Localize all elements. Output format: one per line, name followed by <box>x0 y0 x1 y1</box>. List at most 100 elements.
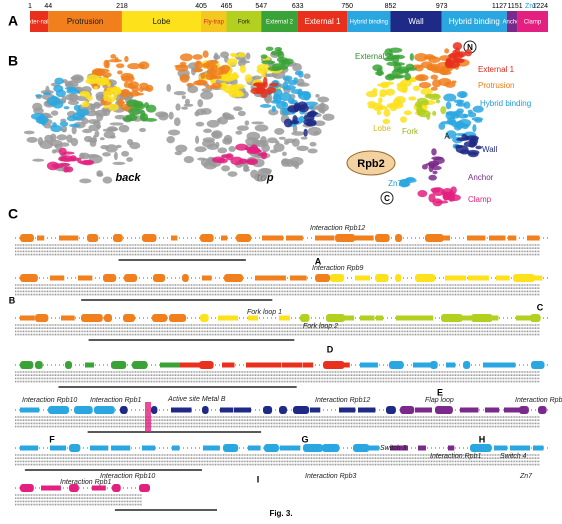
structure-element <box>65 166 74 173</box>
structure-element <box>35 94 43 98</box>
domain-label: Fly-trap <box>204 20 225 26</box>
secondary-structure <box>413 362 434 368</box>
structure-element <box>50 125 63 133</box>
secondary-structure <box>123 314 135 322</box>
domain-label: Exter-nal 1 <box>25 20 55 26</box>
structure-element <box>253 173 267 182</box>
secondary-structure <box>172 445 180 451</box>
secondary-structure <box>519 406 529 414</box>
structure-element <box>257 88 268 93</box>
secondary-structure <box>412 315 434 321</box>
secondary-structure <box>360 362 378 368</box>
structure-element <box>430 74 439 80</box>
secondary-structure <box>94 406 115 414</box>
structure-element <box>296 78 305 86</box>
structure-element <box>376 83 388 87</box>
annotation: Interaction Rpb10 <box>100 473 155 480</box>
structure-element <box>115 63 125 69</box>
secondary-structure <box>470 444 492 452</box>
structure-element <box>86 154 99 158</box>
secondary-structure <box>124 274 138 282</box>
secondary-structure <box>293 406 310 414</box>
secondary-structure <box>375 274 389 282</box>
zn-label: Zn7 <box>525 3 537 10</box>
secondary-structure <box>111 361 127 369</box>
structure-element <box>76 108 90 117</box>
secondary-structure <box>463 361 471 369</box>
secondary-structure <box>527 235 540 241</box>
domain-segment <box>48 11 122 32</box>
section-letter: D <box>327 344 334 354</box>
structure-element <box>432 170 438 175</box>
secondary-structure <box>375 234 390 242</box>
structure-element <box>393 62 402 71</box>
secondary-structure <box>415 274 436 282</box>
structure-element <box>168 111 174 120</box>
domain-label: External 2 <box>266 20 294 26</box>
structure-element <box>444 48 450 54</box>
structure-element <box>383 108 391 117</box>
secondary-structure <box>280 445 301 451</box>
domain-label: Anchor <box>502 20 521 26</box>
structure-element <box>458 119 472 127</box>
boundary-label: 405 <box>195 3 207 10</box>
secondary-structure <box>395 234 403 242</box>
secondary-structure <box>513 274 535 282</box>
structure-element <box>307 148 318 154</box>
secondary-structure <box>35 314 49 322</box>
structure-label: A <box>444 132 450 141</box>
structure-element <box>143 102 150 109</box>
structure-element <box>461 133 468 140</box>
structure-element <box>418 81 432 89</box>
structure-element <box>123 81 130 88</box>
structure-element <box>239 64 246 74</box>
structure-element <box>106 96 116 103</box>
secondary-structure <box>534 275 543 281</box>
structure-element <box>459 91 467 99</box>
annotation: Active site Metal B <box>167 396 226 403</box>
boundary-label: 465 <box>221 3 233 10</box>
structure-element <box>238 52 246 58</box>
structure-element <box>443 93 457 102</box>
secondary-structure <box>504 362 516 368</box>
structure-element <box>58 156 69 162</box>
secondary-structure <box>471 314 493 322</box>
structure-element <box>245 159 256 164</box>
domain-segment <box>297 11 348 32</box>
secondary-structure <box>443 235 451 241</box>
structure-element <box>307 105 315 110</box>
structure-element <box>237 110 246 117</box>
secondary-structure <box>339 407 356 413</box>
structure-element <box>118 124 130 133</box>
secondary-structure <box>220 407 234 413</box>
structure-element <box>430 187 441 193</box>
structure-element <box>87 119 100 124</box>
structure-element <box>472 124 477 133</box>
structure-element <box>121 88 130 94</box>
domain-segment <box>121 11 202 32</box>
structure-element <box>212 156 226 163</box>
structure-element <box>322 113 335 121</box>
annotation: Interaction Rpb12 <box>310 225 365 232</box>
structure-element <box>425 162 439 166</box>
secondary-structure <box>263 406 273 414</box>
secondary-structure <box>286 235 303 241</box>
annotation: Zn7 <box>519 473 533 480</box>
structure-element <box>93 86 99 90</box>
secondary-structure <box>483 362 505 368</box>
structure-element <box>432 79 442 88</box>
structure-element <box>275 65 288 70</box>
structure-element <box>454 144 464 149</box>
structure-element <box>79 90 90 97</box>
structure-element <box>445 101 452 110</box>
structure-element <box>283 118 293 128</box>
annotation: Flap loop <box>425 397 454 404</box>
structure-element <box>79 178 92 184</box>
structure-element <box>192 54 203 60</box>
structure-element <box>282 75 293 82</box>
structure-element <box>133 100 144 109</box>
structure-element <box>217 147 228 154</box>
structure-element <box>273 94 282 104</box>
structure-element <box>297 88 303 97</box>
secondary-structure <box>390 445 408 451</box>
